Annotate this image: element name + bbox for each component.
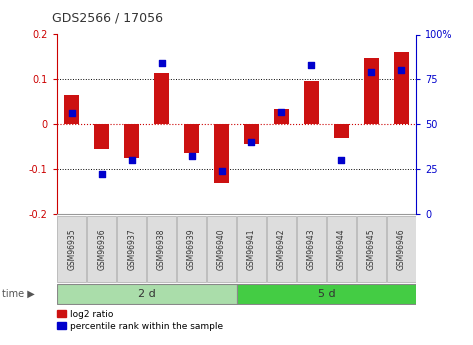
Text: GSM96945: GSM96945 bbox=[367, 228, 376, 270]
Text: GSM96938: GSM96938 bbox=[157, 228, 166, 270]
FancyBboxPatch shape bbox=[327, 216, 356, 282]
Point bbox=[218, 168, 225, 174]
Text: GSM96940: GSM96940 bbox=[217, 228, 226, 270]
Point bbox=[278, 109, 285, 115]
Bar bbox=[274, 108, 289, 124]
Text: GSM96946: GSM96946 bbox=[397, 228, 406, 270]
Text: GSM96937: GSM96937 bbox=[127, 228, 136, 270]
FancyBboxPatch shape bbox=[57, 216, 86, 282]
FancyBboxPatch shape bbox=[88, 216, 116, 282]
Text: GSM96944: GSM96944 bbox=[337, 228, 346, 270]
Point bbox=[248, 139, 255, 145]
Text: GSM96935: GSM96935 bbox=[67, 228, 76, 270]
Point bbox=[397, 68, 405, 73]
FancyBboxPatch shape bbox=[357, 216, 385, 282]
Bar bbox=[244, 124, 259, 144]
Text: time ▶: time ▶ bbox=[2, 289, 35, 299]
FancyBboxPatch shape bbox=[267, 216, 296, 282]
Text: GSM96941: GSM96941 bbox=[247, 228, 256, 270]
Bar bbox=[364, 58, 379, 124]
Point bbox=[188, 154, 195, 159]
Bar bbox=[124, 124, 139, 158]
Text: GSM96936: GSM96936 bbox=[97, 228, 106, 270]
FancyBboxPatch shape bbox=[236, 284, 416, 304]
Bar bbox=[184, 124, 199, 153]
Legend: log2 ratio, percentile rank within the sample: log2 ratio, percentile rank within the s… bbox=[57, 310, 223, 331]
Point bbox=[338, 157, 345, 163]
FancyBboxPatch shape bbox=[57, 284, 236, 304]
FancyBboxPatch shape bbox=[117, 216, 146, 282]
Text: 5 d: 5 d bbox=[317, 289, 335, 299]
Bar bbox=[394, 52, 409, 124]
Point bbox=[158, 60, 166, 66]
FancyBboxPatch shape bbox=[387, 216, 416, 282]
Point bbox=[307, 62, 315, 68]
FancyBboxPatch shape bbox=[147, 216, 176, 282]
Bar bbox=[304, 81, 319, 124]
Point bbox=[368, 69, 375, 75]
FancyBboxPatch shape bbox=[237, 216, 266, 282]
FancyBboxPatch shape bbox=[177, 216, 206, 282]
Bar bbox=[154, 73, 169, 124]
Point bbox=[128, 157, 135, 163]
Bar bbox=[214, 124, 229, 183]
Bar bbox=[334, 124, 349, 138]
FancyBboxPatch shape bbox=[297, 216, 326, 282]
Bar bbox=[94, 124, 109, 149]
Bar bbox=[64, 95, 79, 124]
Point bbox=[68, 111, 76, 116]
Text: GSM96942: GSM96942 bbox=[277, 228, 286, 270]
Text: GSM96943: GSM96943 bbox=[307, 228, 316, 270]
FancyBboxPatch shape bbox=[207, 216, 236, 282]
Text: GSM96939: GSM96939 bbox=[187, 228, 196, 270]
Text: 2 d: 2 d bbox=[138, 289, 156, 299]
Point bbox=[98, 172, 105, 177]
Text: GDS2566 / 17056: GDS2566 / 17056 bbox=[52, 11, 163, 24]
